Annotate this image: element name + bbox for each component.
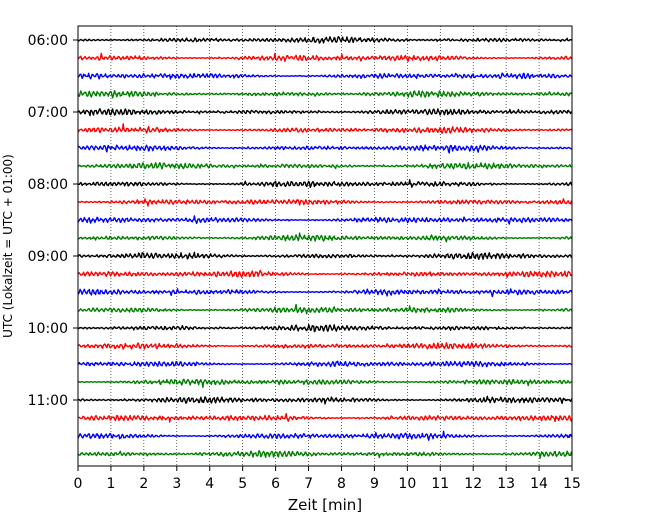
trace-0945 (77, 303, 573, 315)
x-tick-label: 1 (106, 476, 115, 492)
trace-0815 (77, 198, 573, 207)
trace-1145 (77, 450, 573, 459)
trace-0615 (77, 52, 573, 62)
y-axis-label: UTC (Lokalzeit = UTC + 01:00) (1, 154, 15, 338)
x-tick-label: 15 (563, 476, 581, 492)
x-tick-label: 5 (238, 476, 247, 492)
x-tick-label: 3 (172, 476, 181, 492)
y-tick-label: 10:00 (28, 321, 68, 337)
x-axis-ticks: 0 1 2 3 4 5 6 7 8 9 10 11 12 13 14 15 (74, 466, 581, 492)
trace-1015 (77, 342, 573, 350)
vertical-gridlines (110, 26, 540, 466)
trace-0700 (77, 108, 573, 117)
trace-1130 (77, 430, 573, 441)
y-tick-label: 11:00 (28, 393, 68, 409)
x-tick-label: 10 (398, 476, 416, 492)
trace-1000 (77, 324, 573, 333)
trace-0830 (77, 215, 573, 225)
trace-1030 (78, 360, 573, 368)
x-tick-label: 0 (74, 476, 83, 492)
x-axis-label: Zeit [min] (288, 496, 362, 514)
x-tick-label: 4 (205, 476, 214, 492)
trace-0730 (77, 144, 573, 154)
y-tick-label: 07:00 (28, 105, 68, 121)
x-tick-label: 9 (370, 476, 379, 492)
trace-0900 (77, 251, 573, 260)
y-tick-label: 09:00 (28, 249, 68, 265)
trace-0915 (77, 269, 573, 278)
y-axis-ticks: 06:00 07:00 08:00 09:00 10:00 11:00 (28, 33, 78, 409)
x-tick-label: 6 (271, 476, 280, 492)
trace-0630 (77, 72, 573, 80)
seismic-traces (77, 36, 573, 459)
y-tick-label: 08:00 (28, 177, 68, 193)
trace-1045 (77, 378, 573, 388)
trace-0745 (77, 162, 573, 170)
trace-1115 (77, 413, 573, 423)
trace-0845 (77, 232, 572, 243)
x-tick-label: 8 (337, 476, 346, 492)
trace-1100 (78, 395, 573, 405)
x-tick-label: 11 (431, 476, 449, 492)
y-tick-label: 06:00 (28, 33, 68, 49)
plot-frame (77, 25, 573, 467)
x-tick-label: 14 (530, 476, 548, 492)
x-tick-label: 13 (497, 476, 515, 492)
trace-0645 (77, 90, 573, 99)
trace-0715 (77, 123, 573, 134)
x-tick-label: 2 (139, 476, 148, 492)
x-tick-label: 12 (464, 476, 482, 492)
x-tick-label: 7 (304, 476, 313, 492)
trace-0800 (77, 179, 573, 188)
trace-0600 (77, 36, 573, 44)
trace-0930 (78, 288, 573, 298)
